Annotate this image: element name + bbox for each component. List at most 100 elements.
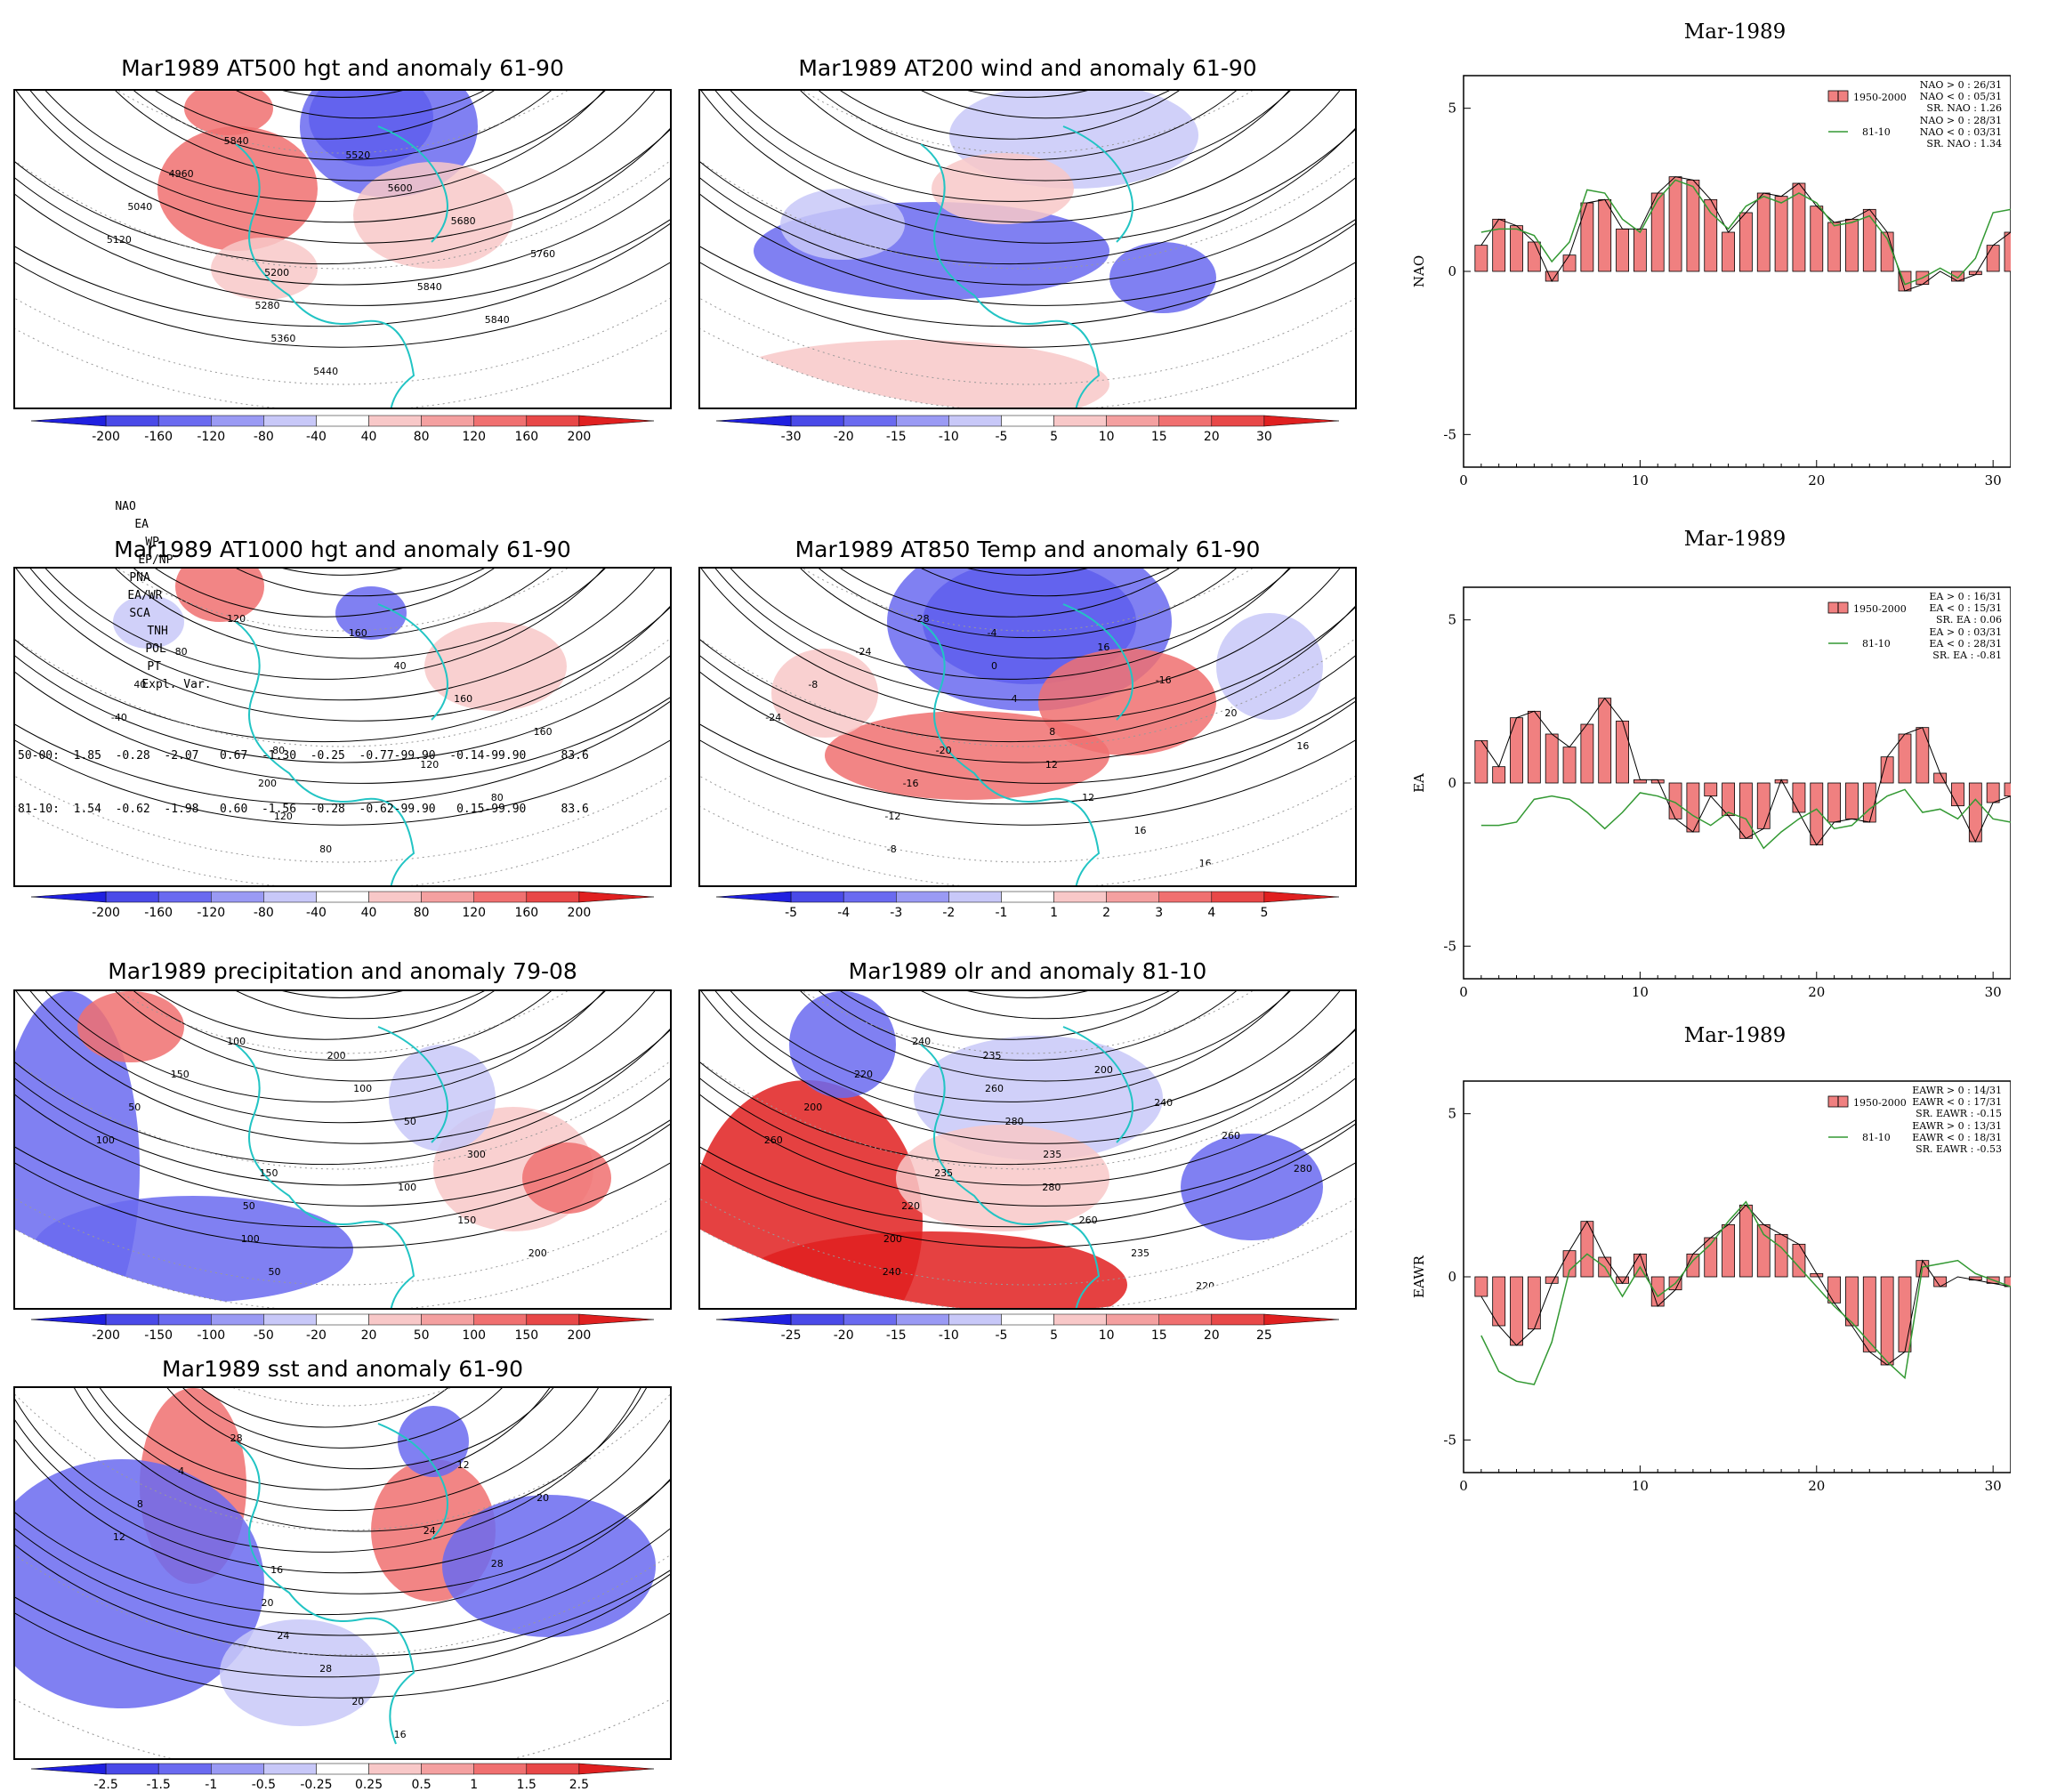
index-row: 50-00: 1.85 -0.28 -2.07 0.67 -1.30 -0.25…	[18, 747, 658, 765]
contour-line	[745, 569, 1311, 639]
map-area: -28 -24 -8 -24 -20 -16 -12 -8 -4 0 4 8 12 12 16 16 16 -16…	[698, 567, 1357, 887]
contour-line	[735, 991, 1355, 1082]
contour-label: 5680	[451, 215, 476, 227]
colorbar-swatch	[421, 1313, 474, 1326]
colorbar-tick-label: -150	[144, 1328, 173, 1343]
colorbar-tick-label: 200	[568, 1328, 592, 1343]
bar-1950-2000	[2004, 231, 2011, 272]
y-tick-label: 0	[1448, 263, 1456, 279]
contour-line	[15, 991, 670, 1228]
colorbar-tick-label: -120	[197, 430, 225, 444]
contour-line	[700, 991, 1355, 1166]
contour-label: 240	[883, 1266, 901, 1278]
contour-line	[15, 91, 670, 348]
x-tick-label: 0	[1459, 1478, 1468, 1494]
contour-label: 5040	[127, 201, 152, 213]
index-row-label: 50-00:	[18, 749, 60, 763]
contour-line	[819, 991, 1272, 1020]
contour-line	[143, 991, 542, 998]
contour-label: 5600	[388, 182, 413, 194]
contour-label: 220	[854, 1069, 873, 1080]
legend-stat: NAO > 0 : 26/31	[1920, 79, 2002, 91]
contour-label: 280	[1042, 1182, 1061, 1193]
contour-line	[50, 569, 670, 659]
latitude-circle	[15, 1388, 670, 1407]
contour-label: 150	[457, 1215, 476, 1226]
contour-label: 5840	[485, 314, 510, 326]
legend-stat: EAWR < 0 : 18/31	[1912, 1132, 2002, 1143]
colorbar-swatch	[316, 1313, 369, 1326]
x-tick-label: 20	[1808, 984, 1825, 1000]
latitude-circle	[15, 1388, 670, 1531]
colorbar-swatch	[526, 1763, 580, 1775]
contour-label: 120	[420, 759, 439, 771]
contour-line	[15, 569, 670, 826]
contour-label: 16	[1134, 825, 1147, 836]
index-row-label: 81-10:	[18, 803, 60, 816]
colorbar-tick-label: -80	[254, 430, 274, 444]
anomaly-region	[825, 711, 1109, 800]
latitude-circle	[15, 91, 670, 154]
bar-1950-2000	[1580, 202, 1594, 272]
contour-line	[700, 569, 1355, 701]
colorbar-tick-label: -0.5	[252, 1778, 276, 1792]
contour-label: 5200	[264, 267, 289, 278]
colorbar: -200 -160 -120 -80 -40 40 80 120 160 200	[30, 415, 655, 444]
colorbar-swatch	[421, 415, 474, 427]
contour-label: 200	[1094, 1064, 1113, 1076]
contour-line	[700, 569, 1355, 722]
coastline	[235, 125, 448, 408]
map-area: 120 80 40 -40 -80 200 120 80 160 40 160 160 120 80	[13, 567, 672, 887]
colorbar-tick-label: -40	[306, 906, 327, 920]
contour-label: 235	[983, 1050, 1002, 1061]
contour-label: 5760	[530, 248, 555, 260]
y-tick-label: 5	[1448, 1106, 1456, 1122]
colorbar-swatch	[578, 415, 655, 427]
map-svg	[700, 91, 1355, 408]
anomaly-region	[780, 189, 905, 260]
colorbar-tick-label: 30	[1256, 430, 1272, 444]
colorbar-tick-label: 15	[1151, 430, 1167, 444]
contour-label: 150	[171, 1069, 190, 1080]
contour-label: -80	[269, 745, 285, 756]
bar-1950-2000	[1739, 782, 1753, 839]
bar-1950-2000	[1862, 208, 1876, 272]
anomaly-region	[77, 991, 184, 1062]
coastline	[235, 1026, 448, 1308]
contour-line	[819, 569, 1272, 597]
colorbar-tick-label: -25	[781, 1328, 802, 1343]
contour-label: 5440	[313, 366, 338, 377]
bar-1950-2000	[1580, 723, 1594, 784]
colorbar-swatch	[715, 415, 792, 427]
contour-label: -4	[988, 627, 997, 639]
series-line-1950-2000	[1480, 176, 2011, 292]
anomaly-region	[789, 991, 896, 1098]
bar-1950-2000	[1862, 1276, 1876, 1352]
contour-line	[15, 91, 670, 306]
colorbar-swatch	[1211, 1313, 1265, 1326]
legend-label: 1950-2000	[1853, 1097, 1907, 1109]
colorbar-tick-label: 5	[1050, 1328, 1058, 1343]
bar-1950-2000	[1633, 228, 1647, 272]
colorbar-tick-label: -40	[306, 430, 327, 444]
contour-line	[700, 991, 1355, 1207]
index-col: PNA	[129, 571, 150, 585]
legend-stat: SR. EAWR : -0.53	[1916, 1143, 2002, 1155]
contour-label: 50	[243, 1200, 255, 1212]
index-table: NAO EA WP EP/NP PNA EA/WR SCA TNH POL PT…	[18, 445, 658, 836]
contour-label: -20	[936, 745, 952, 756]
contour-label: 280	[1005, 1116, 1024, 1127]
colorbar-swatch	[948, 415, 1002, 427]
bar-1950-2000	[1722, 1223, 1735, 1278]
bar-1950-2000	[2004, 1276, 2011, 1287]
colorbar-tick-label: 40	[361, 430, 377, 444]
colorbar-tick-label: 4	[1207, 906, 1215, 920]
contour-label: 28	[319, 1663, 332, 1675]
colorbar-tick-label: -20	[834, 430, 854, 444]
contour-line	[15, 991, 670, 1144]
bar-1950-2000	[1774, 1233, 1788, 1278]
bar-1950-2000	[1933, 1276, 1948, 1287]
colorbar-tick-label: -10	[939, 1328, 959, 1343]
legend-stat: SR. EAWR : -0.15	[1916, 1108, 2002, 1119]
contour-label: 220	[1196, 1280, 1214, 1292]
